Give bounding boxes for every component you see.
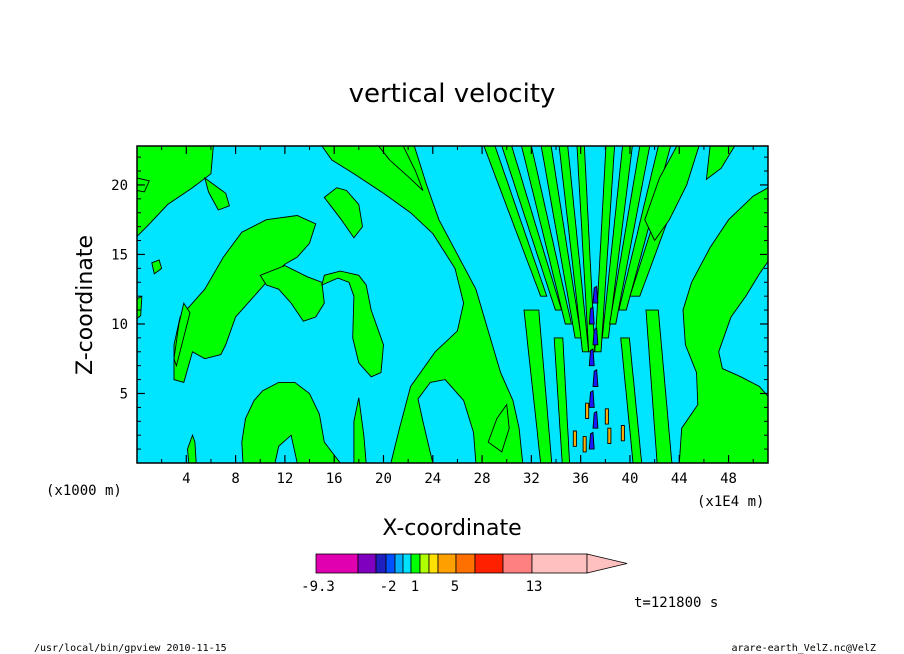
x-tick-label: 24 — [424, 471, 441, 487]
colorbar-swatch — [419, 553, 430, 574]
y-tick-label: 20 — [111, 178, 128, 194]
velocity-field — [137, 146, 768, 463]
colorbar-swatch — [315, 553, 359, 574]
x-tick-label: 40 — [622, 471, 639, 487]
updraft-plume — [601, 146, 633, 339]
colorbar-label: -9.3 — [301, 579, 335, 595]
updraft-region — [378, 146, 424, 191]
updraft-region — [323, 187, 363, 239]
updraft-plume — [483, 146, 548, 297]
strong-downdraft-cell — [588, 306, 595, 325]
colorbar-swatch — [502, 553, 533, 574]
updraft-region — [137, 146, 214, 238]
updraft-region — [187, 433, 197, 463]
x-tick-label: 48 — [720, 471, 737, 487]
updraft-plume — [576, 146, 596, 353]
x-tick-label: 12 — [276, 471, 293, 487]
updraft-region — [173, 215, 317, 383]
updraft-region — [321, 270, 384, 378]
x-tick-label: 44 — [671, 471, 688, 487]
strong-updraft-cell — [607, 427, 612, 444]
chart-title: vertical velocity — [349, 79, 556, 109]
colorbar-swatch — [437, 553, 457, 574]
strong-downdraft-cell — [588, 348, 595, 367]
colorbar-swatch — [357, 553, 377, 574]
strong-updraft-cell — [572, 430, 577, 447]
colorbar-swatch — [385, 553, 396, 574]
x-tick-label: 32 — [523, 471, 540, 487]
updraft-region — [353, 397, 367, 463]
colorbar — [315, 553, 628, 574]
y-tick-label: 10 — [111, 317, 128, 333]
colorbar-label: -2 — [380, 579, 397, 595]
updraft-region — [487, 403, 510, 453]
strong-downdraft-cell — [588, 431, 595, 450]
y-axis-label: Z-coordinate — [73, 235, 98, 375]
colorbar-label: 5 — [451, 579, 459, 595]
colorbar-extension-arrow — [586, 553, 628, 574]
colorbar-label: 13 — [526, 579, 543, 595]
x-axis-label: X-coordinate — [382, 516, 521, 541]
y-ticks: 5 10 15 20 — [111, 156, 768, 450]
colorbar-swatch — [410, 553, 421, 574]
updraft-region — [137, 295, 143, 319]
colorbar-labels: -9.3 -2 1 5 13 — [301, 579, 542, 595]
updraft-region — [204, 176, 230, 211]
x-tick-label: 28 — [474, 471, 491, 487]
updraft-region — [705, 146, 736, 181]
updraft-region — [173, 301, 191, 368]
strong-downdraft-cell — [592, 369, 599, 387]
updraft-plume — [594, 146, 616, 353]
strong-updraft-cell — [620, 425, 625, 442]
y-tick-label: 5 — [120, 386, 128, 402]
colorbar-swatch — [531, 553, 588, 574]
x-tick-label: 16 — [326, 471, 343, 487]
strong-updraft-cell — [604, 408, 609, 425]
x-tick-label: 36 — [572, 471, 589, 487]
updraft-plume — [558, 146, 590, 353]
x-units-note: (x1E4 m) — [697, 494, 764, 510]
updraft-region — [644, 146, 700, 242]
x-tick-label: 4 — [182, 471, 190, 487]
strong-downdraft-cell — [592, 285, 599, 304]
x-scale-note: (x1000 m) — [46, 483, 122, 499]
colorbar-label: 1 — [411, 579, 419, 595]
updraft-region — [151, 259, 163, 275]
colorbar-swatch — [455, 553, 476, 574]
updraft-plume — [645, 309, 673, 463]
strong-downdraft-cell — [592, 410, 599, 429]
footer-left: /usr/local/bin/gpview 2010-11-15 — [34, 643, 227, 654]
strong-downdraft-cell — [592, 327, 599, 346]
updraft-region — [241, 381, 341, 463]
strong-updraft-cell — [585, 402, 590, 419]
strong-downdraft-cell — [588, 389, 595, 408]
updraft-plume — [540, 146, 582, 339]
plot-frame — [136, 145, 769, 464]
updraft-region — [321, 146, 524, 463]
updraft-plume — [523, 309, 553, 463]
updraft-plume — [501, 146, 563, 311]
updraft-region — [259, 265, 325, 322]
colorbar-swatch — [402, 553, 412, 574]
x-tick-label: 8 — [231, 471, 239, 487]
x-tick-label: 20 — [375, 471, 392, 487]
updraft-plume — [609, 146, 651, 325]
updraft-region — [678, 187, 768, 463]
updraft-plume — [620, 337, 643, 463]
updraft-plume — [553, 337, 571, 463]
strong-updraft-cell — [582, 436, 587, 453]
colorbar-swatch — [474, 553, 504, 574]
colorbar-swatch — [394, 553, 404, 574]
colorbar-swatch — [375, 553, 387, 574]
time-label: t=121800 s — [634, 595, 718, 611]
colorbar-swatch — [428, 553, 439, 574]
updraft-plume — [521, 146, 572, 325]
footer-right: arare-earth_VelZ.nc@VelZ — [732, 643, 877, 654]
y-tick-label: 15 — [111, 247, 128, 263]
x-ticks: 4 8 12 16 20 24 28 32 36 40 44 48 — [161, 146, 754, 487]
